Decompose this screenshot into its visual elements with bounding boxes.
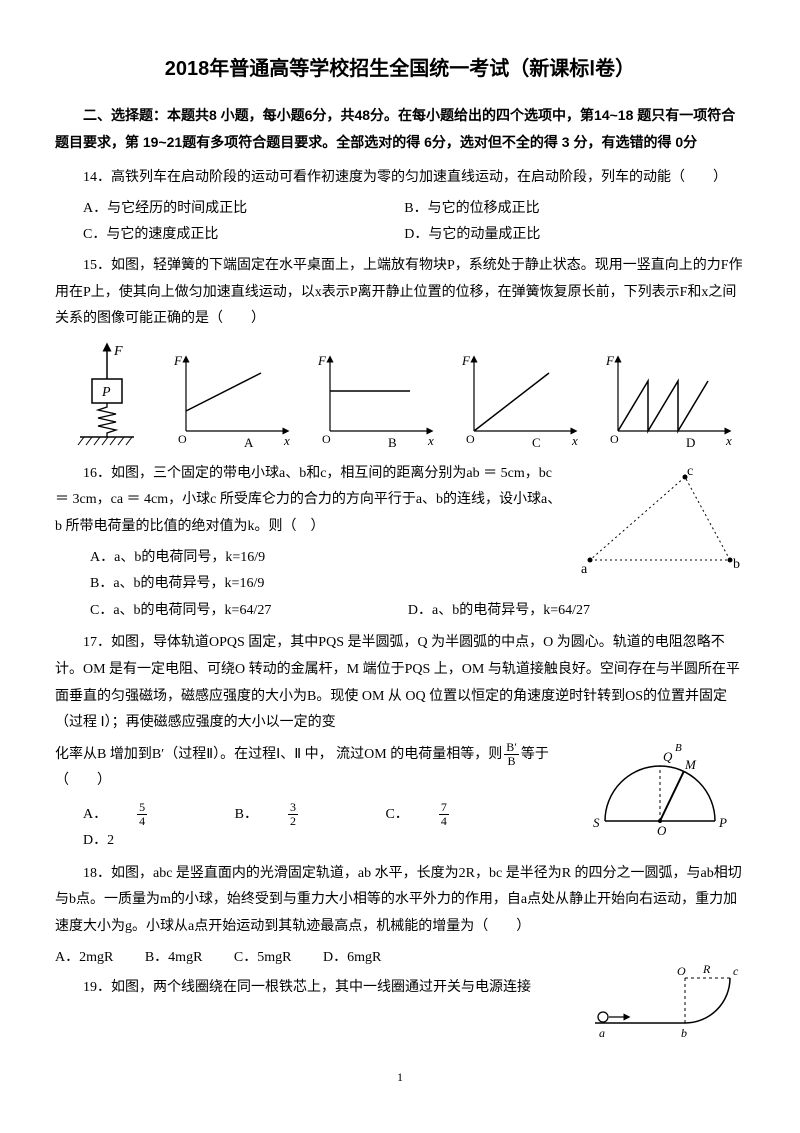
axis-F: F [173,353,183,368]
q15-setup-diagram: F P [62,341,152,451]
q17-stem1: 17．如图，导体轨道OPQS 固定，其中PQS 是半圆弧，Q 为半圆弧的中点，O… [55,630,745,736]
label-Q: Q [663,749,673,764]
q15-stem: 15．如图，轻弹簧的下端固定在水平桌面上，上端放有物块P，系统处于静止状态。现用… [55,253,745,333]
axis-x: x [725,433,732,448]
origin-O: O [610,432,619,446]
q16-triangle-diagram: a b c [575,465,745,575]
origin-O: O [322,432,331,446]
section-instructions: 二、选择题：本题共8 小题，每小题6分，共48分。在每小题给出的四个选项中，第1… [55,102,745,155]
q16-opt-A: A．a、b的电荷同号，k=16/9 [90,545,404,572]
axis-x: x [427,433,434,448]
label-F: F [113,344,123,359]
q16-opt-D: D．a、b的电荷异号，k=64/27 [408,598,722,625]
q15-graph-D: F x O D [598,351,738,451]
q17-opt-B: B．32 [235,801,354,829]
q14-opt-D: D．与它的动量成正比 [404,222,722,249]
axis-x: x [571,433,578,448]
label-M: M [684,757,697,772]
page-number: 1 [55,1066,745,1089]
label-O18: O [677,964,686,978]
label-P: P [101,385,111,400]
q17-semicircle-diagram: S O P Q M B [585,741,745,841]
q17-opt-A: A．54 [83,801,203,829]
axis-F: F [317,353,327,368]
graph-label-D: D [686,435,695,450]
q15-graph-B: F x O B [310,351,440,451]
graph-label-C: C [532,435,541,450]
graph-label-A: A [244,435,254,450]
label-P: P [718,815,727,830]
q14-stem: 14．高铁列车在启动阶段的运动可看作初速度为零的匀加速直线运动，在启动阶段，列车… [55,165,745,192]
label-c: c [687,465,693,479]
q16-opt-C: C．a、b的电荷同号，k=64/27 [90,598,404,625]
page-title: 2018年普通高等学校招生全国统一考试（新课标Ⅰ卷） [55,50,745,88]
label-a: a [581,562,588,575]
q15-graph-A: F x O A [166,351,296,451]
q14-opt-C: C．与它的速度成正比 [83,222,401,249]
q14-opt-A: A．与它经历的时间成正比 [83,196,401,223]
q18-opt-B: B．4mgR [145,945,203,972]
q18-stem: 18．如图，abc 是竖直面内的光滑固定轨道，ab 水平，长度为2R，bc 是半… [55,861,745,941]
label-c: c [733,964,739,978]
q15-graph-C: F x O C [454,351,584,451]
label-b: b [681,1026,687,1040]
axis-F: F [605,353,615,368]
q15-figure-row: F P F x O A F x O B [55,341,745,451]
q18-opt-C: C．5mgR [234,945,292,972]
q16-opt-B: B．a、b的电荷异号，k=16/9 [90,571,404,598]
origin-O: O [178,432,187,446]
label-a: a [599,1026,605,1040]
label-O: O [657,823,667,838]
axis-x: x [283,433,290,448]
origin-O: O [466,432,475,446]
q18-opt-D: D．6mgR [323,945,381,972]
q17-opt-D: D．2 [83,828,114,855]
axis-F: F [461,353,471,368]
graph-label-B: B [388,435,397,450]
label-R: R [702,962,711,976]
q14-opt-B: B．与它的位移成正比 [404,196,722,223]
q18-opt-A: A．2mgR [55,945,113,972]
q17-opt-C: C．74 [385,801,504,829]
svg-text:B: B [675,742,682,754]
q18-track-diagram: a b c O R [585,945,745,1040]
label-S: S [593,815,600,830]
label-b: b [733,557,740,572]
